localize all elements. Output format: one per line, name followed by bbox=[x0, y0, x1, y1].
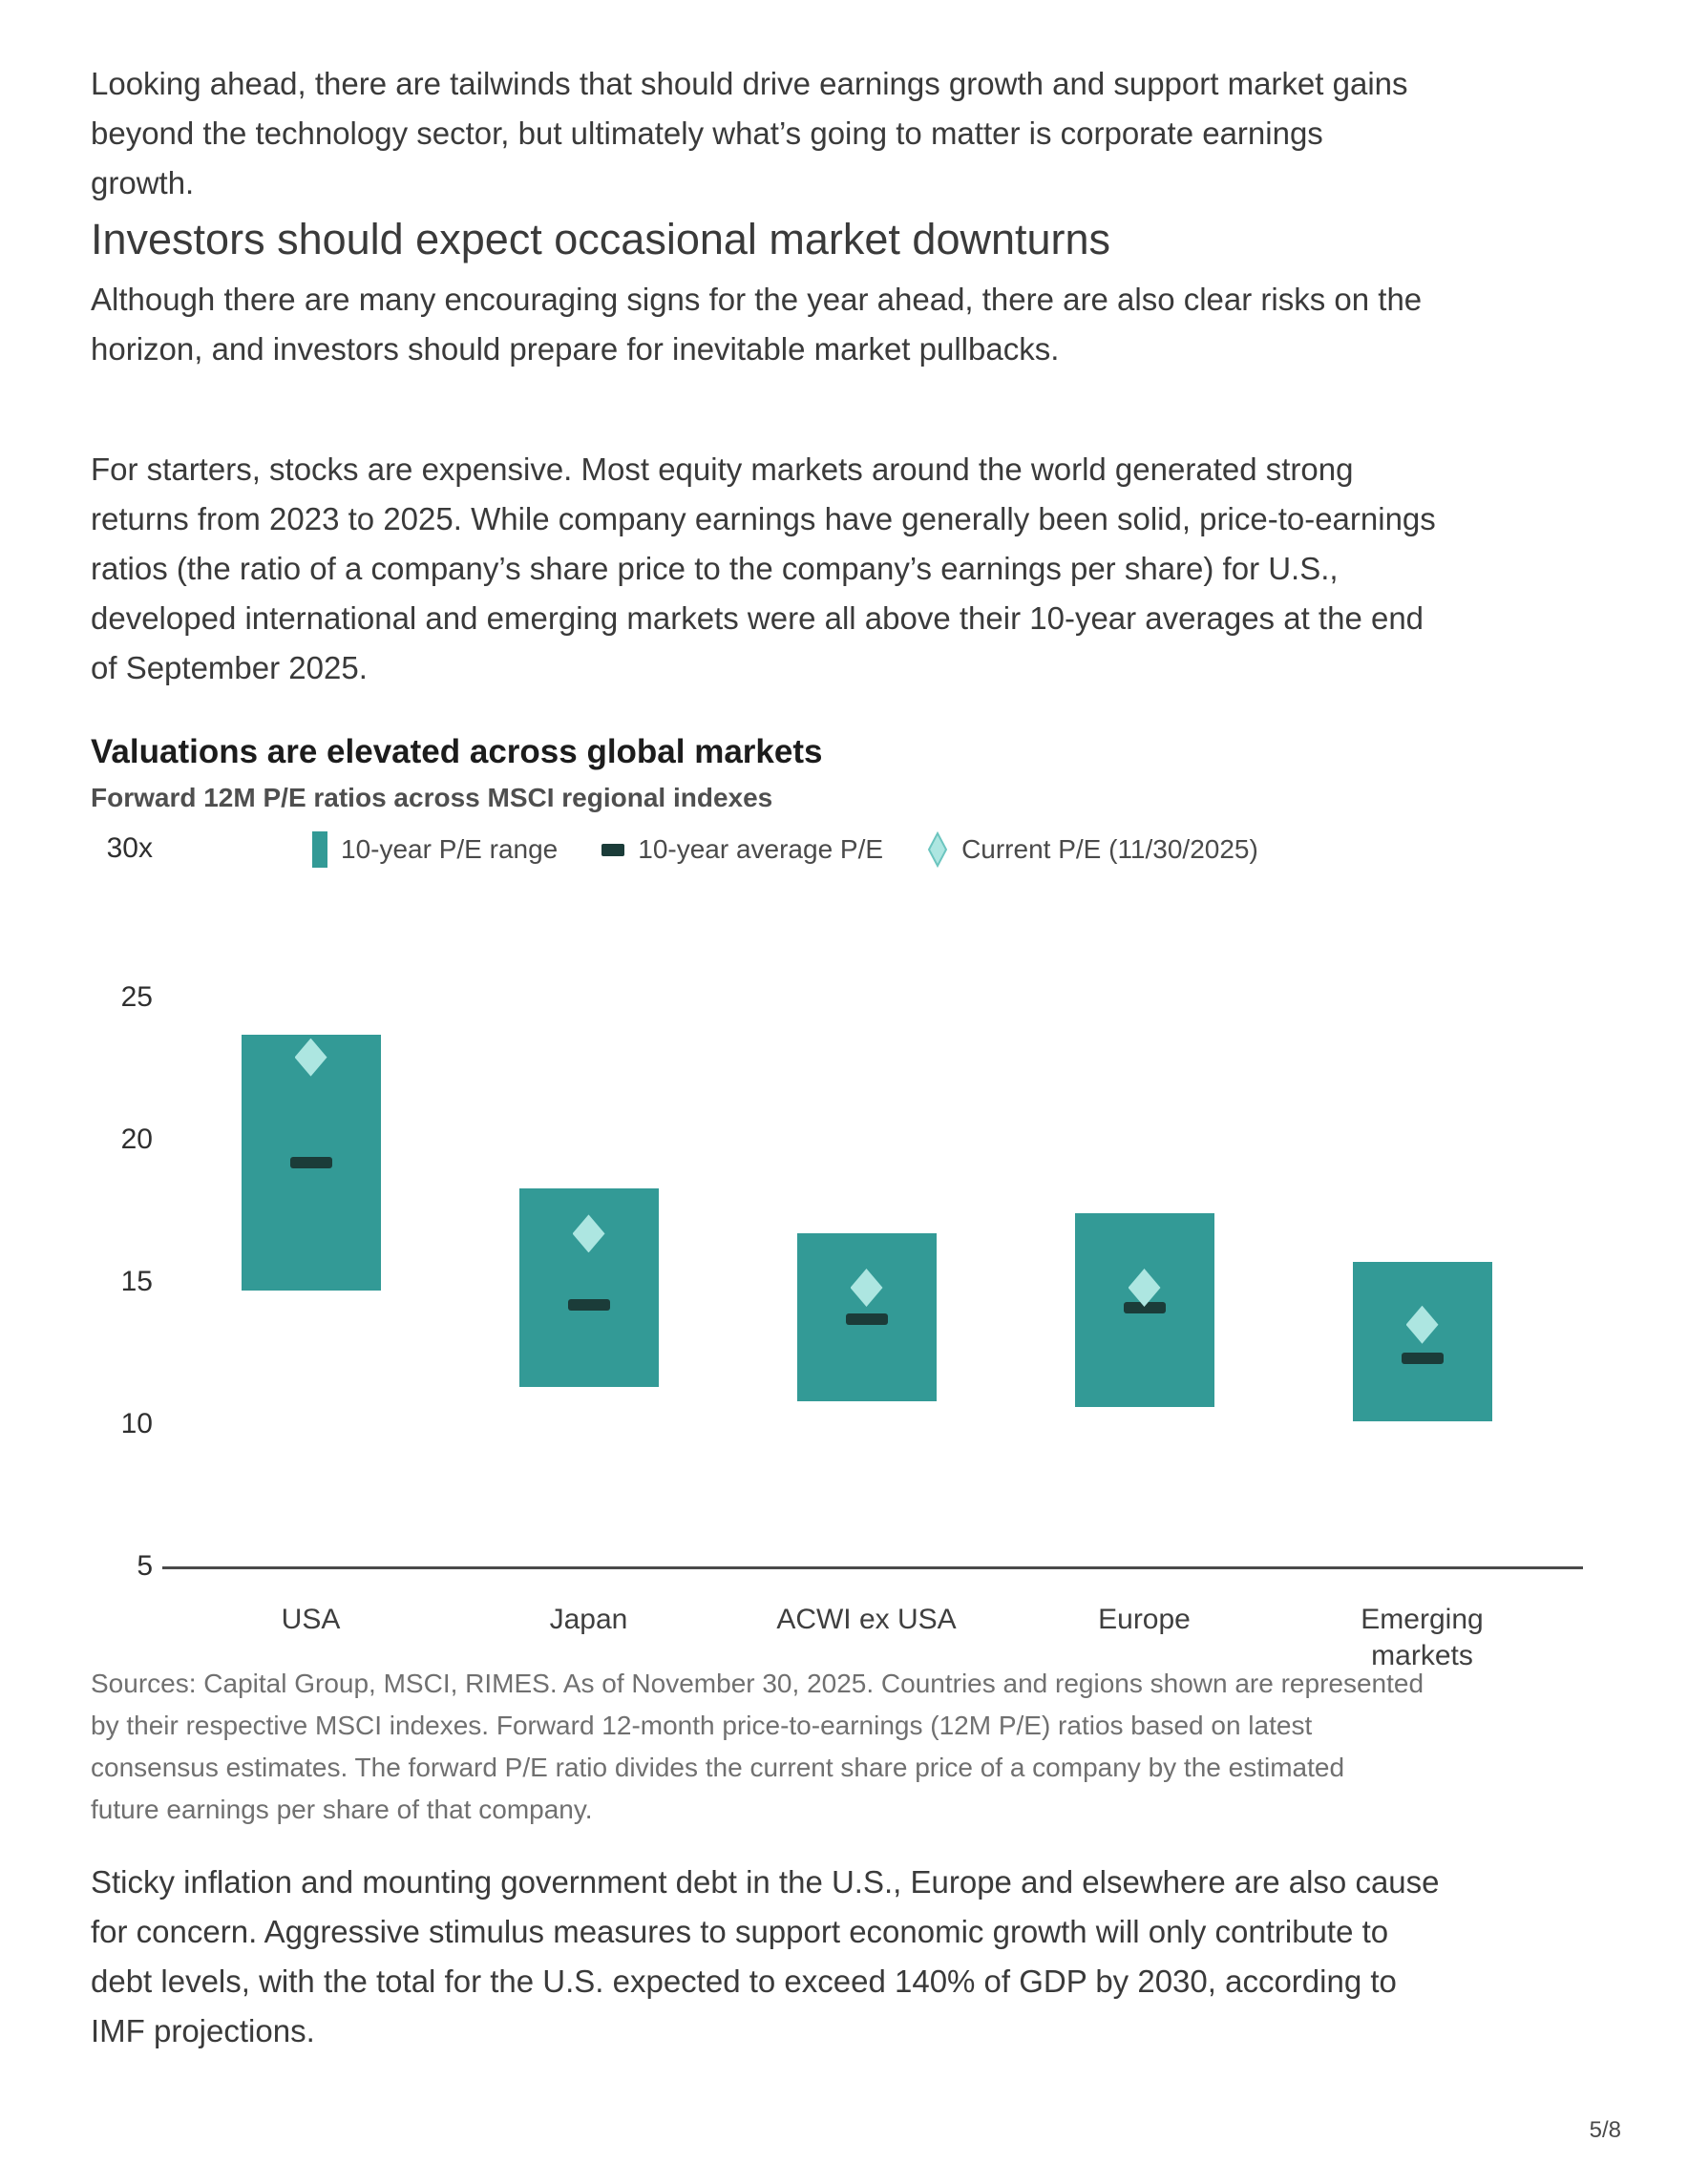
average-pe-marker bbox=[845, 1312, 888, 1325]
x-axis-line bbox=[162, 1566, 1583, 1569]
legend-item-current: Current P/E (11/30/2025) bbox=[927, 830, 1258, 869]
x-category-label: Japan bbox=[549, 1604, 628, 1635]
y-tick-label: 25 bbox=[120, 981, 153, 1013]
x-category-label: Europe bbox=[1098, 1604, 1191, 1635]
x-category-label: Emerging markets bbox=[1361, 1604, 1484, 1671]
section-heading: Investors should expect occasional marke… bbox=[91, 215, 1111, 263]
page-number: 5/8 bbox=[1589, 2117, 1621, 2143]
average-pe-marker bbox=[567, 1298, 610, 1311]
y-tick-label: 15 bbox=[120, 1266, 153, 1297]
chart-legend-row: 30x 10-year P/E range 10-year average P/… bbox=[0, 827, 1688, 872]
y-tick-label: 5 bbox=[137, 1550, 153, 1582]
chart-title: Valuations are elevated across global ma… bbox=[91, 733, 823, 770]
average-pe-marker bbox=[1123, 1301, 1166, 1313]
average-dash-swatch-icon bbox=[601, 843, 625, 856]
average-pe-marker bbox=[289, 1156, 332, 1168]
paragraph-intro: Looking ahead, there are tailwinds that … bbox=[91, 66, 1408, 200]
paragraph-risks: Although there are many encouraging sign… bbox=[91, 282, 1423, 367]
plot-area: 5 10 15 20 25 USA Japan ACWI ex USA Europe Emergi… bbox=[0, 855, 1688, 1714]
chart-source-note: Sources: Capital Group, MSCI, RIMES. As … bbox=[91, 1669, 1424, 1824]
x-category-label: USA bbox=[281, 1604, 341, 1635]
paragraph-debt: Sticky inflation and mounting government… bbox=[91, 1864, 1440, 2048]
chart-legend: 10-year P/E range 10-year average P/E Cu… bbox=[312, 827, 1258, 872]
x-category-label: ACWI ex USA bbox=[776, 1604, 957, 1635]
chart-subtitle: Forward 12M P/E ratios across MSCI regio… bbox=[91, 783, 773, 812]
y-axis-top-tick-label: 30x bbox=[106, 832, 153, 864]
legend-item-average: 10-year average P/E bbox=[601, 834, 883, 865]
legend-label-average: 10-year average P/E bbox=[638, 834, 884, 864]
paragraph-valuations: For starters, stocks are expensive. Most… bbox=[91, 452, 1436, 685]
range-bar-swatch-icon bbox=[312, 831, 327, 868]
legend-label-range: 10-year P/E range bbox=[341, 834, 559, 864]
current-pe-diamond-swatch-icon bbox=[927, 830, 948, 869]
y-tick-label: 10 bbox=[120, 1408, 153, 1439]
legend-label-current: Current P/E (11/30/2025) bbox=[961, 834, 1258, 864]
y-tick-label: 20 bbox=[120, 1124, 153, 1155]
average-pe-marker bbox=[1401, 1353, 1444, 1365]
legend-item-range: 10-year P/E range bbox=[312, 831, 558, 868]
